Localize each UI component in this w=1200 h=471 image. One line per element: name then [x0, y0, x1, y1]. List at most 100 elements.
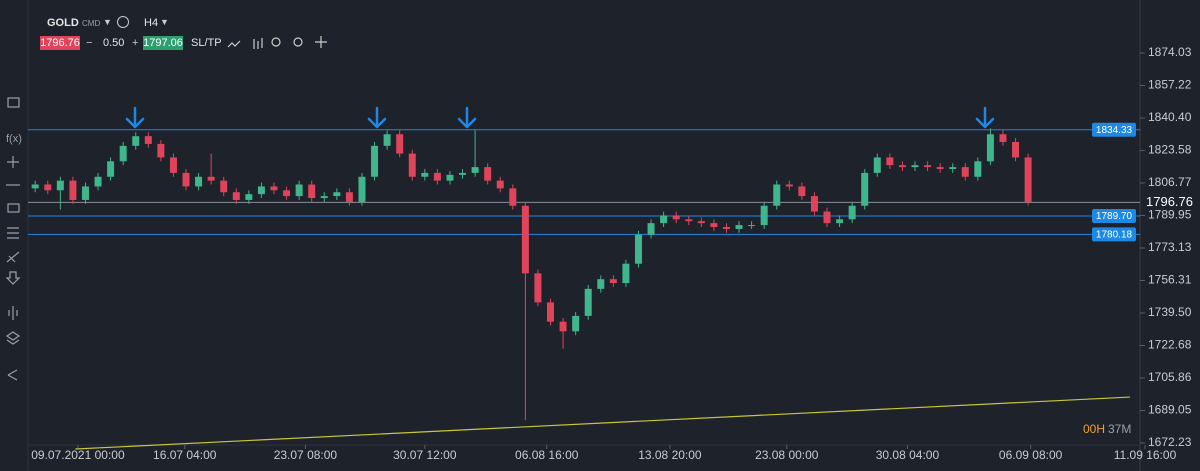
candle-body: [898, 165, 906, 168]
candle-body: [358, 176, 366, 202]
candle-body: [459, 172, 467, 175]
candle-body: [169, 157, 177, 173]
candle-body: [961, 167, 969, 177]
candle-body: [936, 167, 944, 170]
candle-body: [69, 180, 77, 200]
tool-icon[interactable]: [7, 97, 20, 108]
candle-body: [622, 263, 630, 284]
timeframe[interactable]: H4: [144, 17, 159, 29]
tool-icon[interactable]: [7, 156, 19, 168]
candle-body: [722, 227, 730, 229]
candle-body: [634, 234, 642, 264]
candle-body: [31, 184, 39, 189]
candle-body: [672, 215, 680, 220]
lot-increase[interactable]: +: [132, 37, 139, 49]
candle-body: [986, 134, 994, 162]
sl-tp-button[interactable]: SL/TP: [191, 37, 222, 49]
sell-price[interactable]: 1796.76: [40, 36, 80, 50]
tool-icon[interactable]: [8, 306, 18, 320]
buy-price[interactable]: 1797.06: [143, 36, 183, 50]
candle-body: [609, 279, 617, 284]
tool-icon[interactable]: [7, 203, 20, 213]
level-label-box: [1092, 208, 1136, 223]
timeframe-dropdown[interactable]: ▼: [160, 17, 169, 27]
candle-body: [810, 196, 818, 212]
candle-body: [1024, 157, 1032, 202]
level-label-box: [1092, 122, 1136, 137]
arrow-marker: [457, 106, 477, 129]
candle-body: [773, 184, 781, 206]
x-tick-label: 13.08 20:00: [638, 448, 702, 462]
tool-icon[interactable]: [6, 251, 20, 263]
tool-icon[interactable]: [5, 331, 21, 345]
candle-body: [421, 172, 429, 177]
symbol[interactable]: GOLD: [47, 17, 79, 29]
y-tick-label: 1705.86: [1148, 370, 1192, 384]
tool-icon[interactable]: [5, 271, 21, 285]
candle-body: [396, 134, 404, 154]
x-tick-label: 06.09 08:00: [999, 448, 1063, 462]
info-button[interactable]: [117, 16, 129, 28]
top-markers: [125, 106, 995, 129]
candle-body: [345, 192, 353, 202]
candle-body: [207, 176, 215, 181]
candle-body: [697, 221, 705, 224]
candle-body: [735, 225, 743, 229]
x-tick-label: 16.07 04:00: [153, 448, 217, 462]
candle-body: [195, 176, 203, 187]
plot-area: 1874.03 1857.22 1840.40 1823.58 1806.77 1789.…: [28, 45, 1193, 462]
arrow-marker: [125, 106, 145, 129]
tool-icon[interactable]: [7, 227, 19, 239]
candle-body: [886, 157, 894, 166]
y-tick-label: 1689.05: [1148, 403, 1192, 417]
candle-body: [547, 302, 555, 322]
tool-icon[interactable]: [7, 369, 18, 381]
candle-body: [119, 145, 127, 162]
candle-body: [823, 211, 831, 224]
candle-body: [44, 184, 52, 191]
lot-decrease[interactable]: −: [86, 37, 93, 49]
candle-body: [232, 192, 240, 200]
candle-body: [949, 167, 957, 170]
candle-body: [924, 165, 932, 168]
trendline: [75, 396, 1130, 450]
x-tick-label: 23.07 08:00: [274, 448, 338, 462]
candle-body: [647, 223, 655, 235]
y-tick-label: 1722.68: [1148, 338, 1192, 352]
y-tick-label: 1823.58: [1148, 143, 1192, 157]
candle-body: [107, 161, 115, 177]
candle-body: [220, 180, 228, 193]
level-label: 1834.33: [1096, 125, 1133, 136]
candle-body: [182, 172, 190, 187]
timer-hours: 00H: [1083, 422, 1105, 436]
candle-body: [408, 153, 416, 177]
candle-body: [911, 165, 919, 168]
candle-body: [283, 190, 291, 197]
candle-body: [446, 174, 454, 181]
candle-body: [295, 184, 303, 197]
arrow-marker: [975, 106, 995, 129]
symbol-dropdown[interactable]: ▼: [103, 17, 112, 27]
lot-size[interactable]: 0.50: [103, 37, 125, 49]
y-tick-label: 1789.95: [1148, 208, 1192, 222]
candle-body: [760, 205, 768, 226]
candle-body: [999, 134, 1007, 142]
candle-body: [484, 167, 492, 181]
candle-body: [245, 194, 253, 200]
candle-body: [471, 167, 479, 173]
tool-icon[interactable]: f(x): [6, 133, 22, 145]
candle-body: [974, 161, 982, 177]
candle-body: [56, 180, 64, 191]
y-tick-label: 1874.03: [1148, 45, 1192, 59]
candle-body: [320, 196, 328, 199]
y-tick-label: 1773.13: [1148, 240, 1192, 254]
candle-body: [861, 172, 869, 206]
x-tick-label: 23.08 00:00: [755, 448, 819, 462]
x-tick-label: 30.07 12:00: [393, 448, 457, 462]
x-tick-label: 09.07.2021 00:00: [31, 448, 125, 462]
candle-body: [748, 225, 756, 227]
y-tick-label: 1756.31: [1148, 273, 1192, 287]
candle-body: [798, 186, 806, 197]
